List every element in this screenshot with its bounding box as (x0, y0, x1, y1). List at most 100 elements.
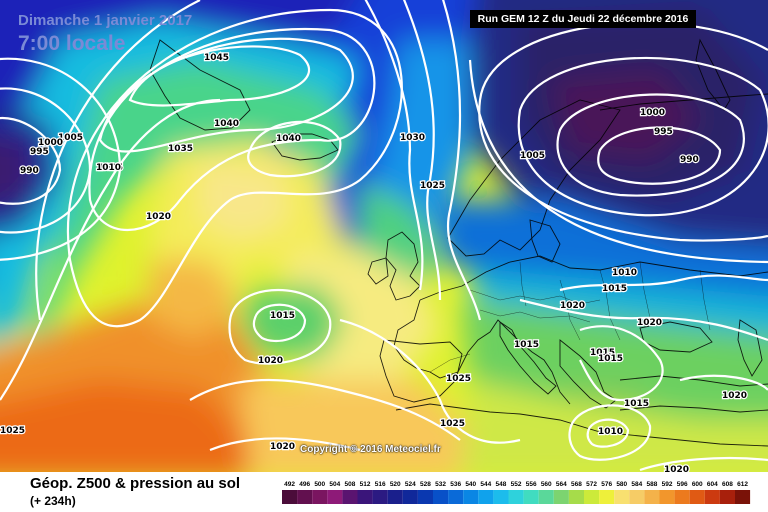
isobar-label: 1020 (664, 465, 689, 472)
isobar-label: 1015 (624, 399, 649, 409)
scale-tick-label: 596 (677, 481, 688, 488)
scale-swatch (297, 490, 313, 504)
isobar-label: 1015 (598, 354, 623, 364)
scale-tick-label: 520 (390, 481, 401, 488)
forecast-time: 7:00 locale (18, 32, 126, 55)
scale-tick-label: 532 (435, 481, 446, 488)
scale-swatch (674, 490, 690, 504)
isobar-label: 1020 (258, 356, 283, 366)
scale-tick-label: 528 (420, 481, 431, 488)
copyright-notice: Copyright © 2016 Meteociel.fr (300, 444, 441, 455)
scale-swatch (644, 490, 660, 504)
isobar-label: 995 (30, 147, 49, 157)
scale-swatch (282, 490, 298, 504)
scale-swatch (584, 490, 600, 504)
scale-swatch (719, 490, 735, 504)
legend-bar: Géop. Z500 & pression au sol (+ 234h) 49… (0, 472, 768, 512)
isobar-label: 1015 (590, 348, 615, 358)
isobar-label: 1015 (602, 284, 627, 294)
scale-swatch (327, 490, 343, 504)
scale-tick-label: 572 (586, 481, 597, 488)
weather-map: 1045 1040 1040 1035 1030 1025 1020 1005 … (0, 0, 768, 472)
scale-swatch (523, 490, 539, 504)
scale-swatch (508, 490, 524, 504)
isobar-label: 1015 (514, 340, 539, 350)
scale-tick-label: 564 (556, 481, 567, 488)
scale-swatch (433, 490, 449, 504)
scale-tick-label: 536 (450, 481, 461, 488)
isobar-label: 1020 (270, 442, 295, 452)
scale-tick-label: 588 (647, 481, 658, 488)
scale-tick-label: 516 (375, 481, 386, 488)
scale-tick-label: 524 (405, 481, 416, 488)
isobar-label: 1025 (440, 419, 465, 429)
isobar-label: 1020 (722, 391, 747, 401)
scale-swatch (463, 490, 479, 504)
isobar-label: 1025 (446, 374, 471, 384)
scale-swatch (357, 490, 373, 504)
country-borders (429, 261, 711, 373)
isobar-label: 1030 (400, 133, 425, 143)
isobar-label: 990 (680, 155, 699, 165)
scale-swatch (614, 490, 630, 504)
isobar-label: 1010 (598, 427, 623, 437)
scale-swatch (417, 490, 433, 504)
scale-tick-label: 600 (692, 481, 703, 488)
scale-tick-label: 560 (541, 481, 552, 488)
isobar-label: 1045 (204, 53, 229, 63)
isobar-label: 1000 (640, 108, 665, 118)
isobar-label: 1020 (146, 212, 171, 222)
scale-tick-label: 512 (360, 481, 371, 488)
isobar-label: 1005 (98, 163, 123, 173)
scale-tick-label: 592 (662, 481, 673, 488)
scale-swatch (372, 490, 388, 504)
legend-title: Géop. Z500 & pression au sol (30, 475, 241, 492)
scale-tick-label: 504 (329, 481, 340, 488)
scale-tick-label: 612 (737, 481, 748, 488)
isobar-label: 1040 (276, 134, 301, 144)
scale-tick-label: 496 (299, 481, 310, 488)
isobar-label: 1035 (168, 144, 193, 154)
scale-swatch (342, 490, 358, 504)
isobar-label: 1025 (420, 181, 445, 191)
scale-swatch (553, 490, 569, 504)
scale-tick-label: 608 (722, 481, 733, 488)
isobar-label: 1010 (612, 268, 637, 278)
scale-tick-label: 500 (314, 481, 325, 488)
scale-tick-label: 544 (480, 481, 491, 488)
scale-swatch (599, 490, 615, 504)
isobar-label: 990 (20, 166, 39, 176)
scale-tick-label: 584 (631, 481, 642, 488)
isobar-label: 1020 (637, 318, 662, 328)
scale-tick-label: 508 (345, 481, 356, 488)
scale-swatch (704, 490, 720, 504)
scale-swatch (402, 490, 418, 504)
scale-tick-label: 568 (571, 481, 582, 488)
scale-swatch (538, 490, 554, 504)
scale-tick-label: 604 (707, 481, 718, 488)
legend-subtitle: (+ 234h) (30, 494, 76, 508)
scale-swatch (689, 490, 705, 504)
scale-tick-label: 580 (616, 481, 627, 488)
isobar-label: 1020 (560, 301, 585, 311)
scale-swatch (735, 490, 751, 504)
scale-swatch (629, 490, 645, 504)
geopotential-field (0, 0, 768, 472)
scale-tick-label: 556 (526, 481, 537, 488)
model-run-label: Run GEM 12 Z du Jeudi 22 décembre 2016 (470, 10, 696, 28)
scale-swatch (312, 490, 328, 504)
isobar-lines (0, 0, 768, 472)
isobar-label: 1010 (96, 163, 121, 173)
isobar-label: 1005 (58, 133, 83, 143)
scale-swatch (493, 490, 509, 504)
color-scale: 492 496 500 504 508 512 516 520 524 528 532 536 540 5… (282, 481, 751, 504)
scale-tick-label: 576 (601, 481, 612, 488)
scale-tick-label: 548 (496, 481, 507, 488)
isobar-labels: 1045 1040 1040 1035 1030 1025 1020 1005 … (0, 52, 748, 472)
scale-swatch (659, 490, 675, 504)
scale-swatch (387, 490, 403, 504)
isobar-label: 995 (654, 127, 673, 137)
isobar-label: 1040 (214, 119, 239, 129)
isobar-label: 1005 (520, 151, 545, 161)
